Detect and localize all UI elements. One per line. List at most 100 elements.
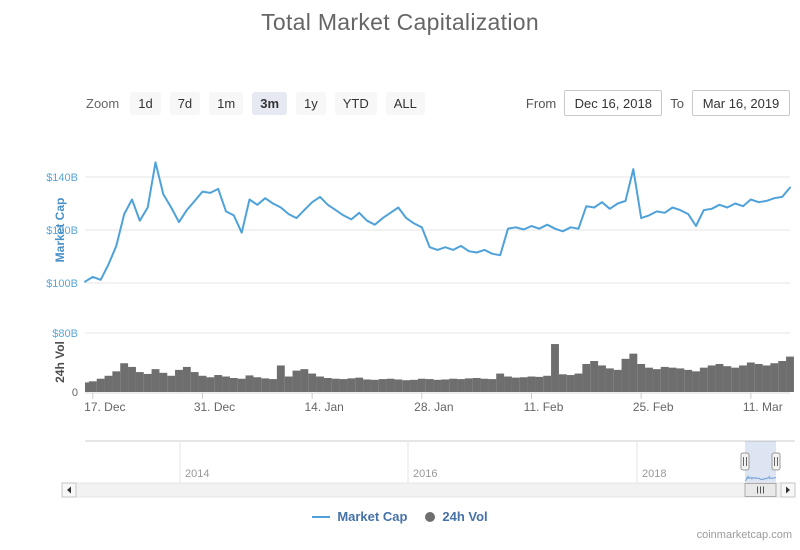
zoom-button-1d[interactable]: 1d [130,91,161,115]
volume-bar [433,379,442,392]
from-label: From [525,95,557,111]
volume-bar [511,377,520,392]
volume-bar [402,380,411,392]
volume-bar [222,376,230,392]
legend-item-24h-vol[interactable]: 24h Vol [425,509,488,524]
zoom-button-7d[interactable]: 7d [169,91,201,115]
navigator-selection[interactable] [745,441,776,483]
volume-bar [441,379,450,392]
volume-bar [551,344,559,392]
y-axis-label: 0 [72,387,78,399]
zoom-button-all[interactable]: ALL [385,91,425,115]
market-cap-line[interactable] [84,161,791,283]
navigator-handle-left[interactable] [740,452,750,471]
scrollbar-track[interactable] [61,482,796,498]
volume-bar [676,368,685,392]
volume-bar [566,375,575,392]
volume-bar [394,379,403,392]
date-range-group: From To [526,90,790,116]
volume-bar [770,363,779,392]
volume-bar [574,373,583,392]
volume-bar [151,369,160,392]
volume-bar [229,377,238,392]
volume-bar [386,378,395,392]
volume-bar [699,367,708,392]
x-axis-label: 31. Dec [194,400,235,414]
from-date-input[interactable] [564,90,663,116]
zoom-button-ytd[interactable]: YTD [334,91,377,115]
volume-bar [496,373,505,392]
volume-bar [731,367,740,392]
volume-bar [723,366,732,392]
volume-bar [355,377,364,392]
volume-bar [425,379,434,392]
volume-bar [167,375,176,392]
credits-link[interactable]: coinmarketcap.com [696,529,792,541]
zoom-button-1y[interactable]: 1y [296,91,326,115]
volume-bar [253,377,262,392]
x-axis-label: 11. Mar [743,400,783,414]
volume-bar [692,371,700,392]
volume-bar [598,365,606,392]
volume-bar [543,375,552,392]
volume-bar [786,356,794,392]
volume-bar [504,376,512,392]
volume-bar [668,367,677,392]
volume-bar [190,372,199,392]
y-axis-label: $100B [46,278,78,290]
volume-bar [347,378,356,392]
volume-bar [237,378,246,392]
left-arrow-icon [67,486,71,494]
volume-bar [629,353,638,392]
volume-bar [206,377,215,392]
volume-bar [582,363,591,392]
volume-bar [449,378,458,392]
volume-series[interactable] [85,344,794,393]
volume-bar [472,377,481,392]
chart-legend: Market Cap 24h Vol [0,509,800,524]
volume-bar [269,379,277,392]
volume-bar [323,377,332,392]
24h-vol-axis-title: 24h Vol [53,341,67,383]
volume-bar [613,369,622,393]
zoom-label: Zoom [86,95,120,111]
legend-label-market-cap: Market Cap [337,509,408,524]
volume-bar [637,363,646,392]
volume-bar [363,379,371,392]
volume-bar [715,363,724,392]
volume-bar [605,368,614,392]
volume-bar [198,375,207,392]
volume-bar [684,369,693,393]
legend-label-24h-vol: 24h Vol [442,509,488,524]
volume-bar [480,378,489,392]
volume-bar [590,361,599,392]
volume-bar [370,379,379,392]
circle-marker-icon [425,511,436,522]
volume-bar [112,371,121,392]
volume-bar [457,379,465,392]
x-axis-label: 28. Jan [414,400,453,414]
volume-bar [104,375,113,392]
x-axis-label: 14. Jan [304,400,343,414]
volume-bar [621,358,630,392]
to-date-input[interactable] [692,90,790,116]
to-label: To [670,95,684,111]
zoom-button-3m[interactable]: 3m [252,91,288,115]
legend-item-market-cap[interactable]: Market Cap [312,509,407,524]
zoom-button-1m[interactable]: 1m [209,91,244,115]
volume-bar [175,369,183,393]
navigator-handle-right[interactable] [771,452,781,471]
line-marker-icon [312,515,331,518]
volume-bar [660,366,669,392]
volume-bar [120,363,129,392]
volume-bar [488,379,497,392]
volume-bar [417,378,426,392]
volume-bar [96,378,105,392]
y-axis-label: $140B [46,172,78,184]
page-title: Total Market Capitalization [261,9,539,35]
volume-bar [300,369,309,392]
volume-bar [308,373,317,392]
scrollbar-thumb[interactable] [744,483,777,497]
volume-bar [645,367,653,392]
